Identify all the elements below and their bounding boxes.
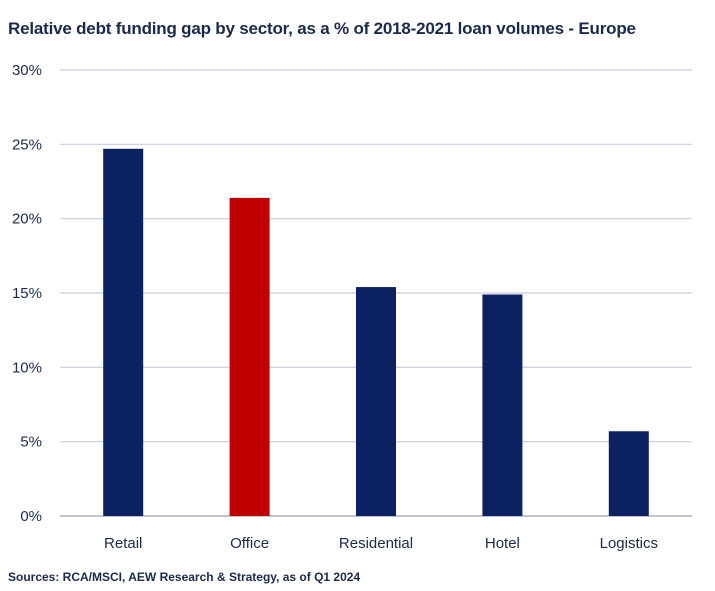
x-tick-label: Retail — [104, 535, 142, 552]
source-note: Sources: RCA/MSCI, AEW Research & Strate… — [8, 570, 361, 584]
bar-office — [229, 197, 270, 516]
bar-logistics — [608, 431, 649, 516]
chart-title: Relative debt funding gap by sector, as … — [8, 19, 636, 38]
y-tick-label: 20% — [12, 211, 42, 228]
bar-retail — [103, 148, 144, 516]
bar-hotel — [482, 294, 523, 516]
x-axis-labels: Retail Office Residential Hotel Logistics — [104, 535, 658, 552]
y-tick-label: 0% — [20, 508, 42, 525]
y-tick-label: 25% — [12, 136, 42, 153]
bar-residential — [356, 287, 396, 516]
y-tick-label: 5% — [20, 434, 42, 451]
bars — [103, 148, 649, 516]
x-tick-label: Logistics — [600, 535, 658, 552]
y-tick-label: 15% — [12, 285, 42, 302]
x-tick-label: Residential — [339, 535, 413, 552]
x-tick-label: Hotel — [485, 535, 520, 552]
y-axis-ticks: 0% 5% 10% 15% 20% 25% 30% — [12, 62, 42, 525]
x-tick-label: Office — [230, 535, 269, 552]
y-tick-label: 30% — [12, 62, 42, 79]
y-tick-label: 10% — [12, 359, 42, 376]
